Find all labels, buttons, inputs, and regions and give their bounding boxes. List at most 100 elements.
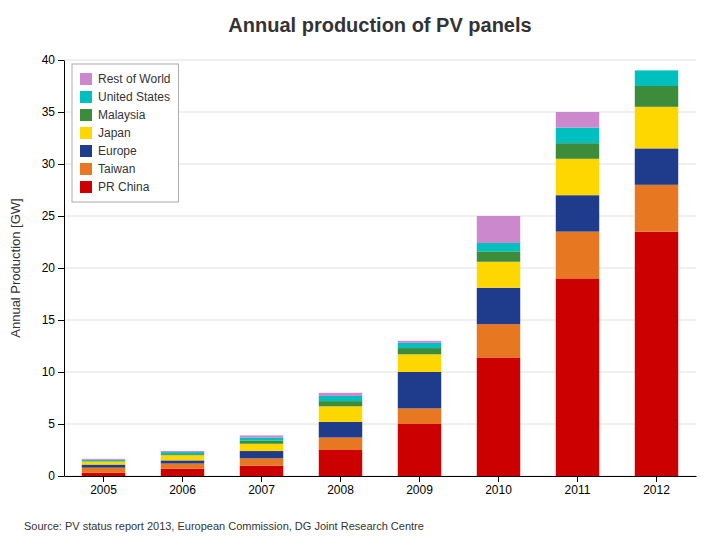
y-tick: 30	[42, 157, 64, 171]
grid	[64, 60, 696, 476]
bar	[82, 465, 125, 468]
legend: Rest of World United States Malaysia Japan E…	[72, 64, 178, 202]
legend-label: PR China	[98, 180, 150, 194]
grid-line	[64, 60, 696, 61]
bar	[556, 159, 599, 195]
bar	[477, 251, 520, 261]
tick-label: 0	[48, 469, 55, 483]
bar	[82, 473, 125, 476]
annotation: Source: PV status report 2013, European …	[24, 520, 424, 532]
y-tick: 5	[48, 417, 64, 431]
bar	[556, 112, 599, 128]
legend-item: Malaysia	[80, 108, 146, 122]
grid-line	[64, 424, 696, 425]
x-tick: 2010	[485, 476, 512, 497]
bar	[240, 438, 283, 441]
grid-line	[64, 476, 696, 477]
bar	[477, 288, 520, 324]
bar	[635, 86, 678, 107]
tick-mark	[340, 476, 341, 482]
tick-mark	[419, 476, 420, 482]
tick-label: 35	[42, 105, 56, 119]
bar	[82, 460, 125, 461]
x-tick: 2005	[90, 476, 117, 497]
legend-label: Europe	[98, 144, 137, 158]
chart: Annual production of PV panels2005200620…	[0, 0, 720, 540]
legend-swatch	[80, 145, 92, 157]
bar	[161, 455, 204, 460]
legend-item: Rest of World	[80, 72, 170, 86]
grid-line	[64, 372, 696, 373]
legend-item: United States	[80, 90, 170, 104]
y-tick: 35	[42, 105, 64, 119]
y-tick: 40	[42, 53, 64, 67]
bar	[161, 460, 204, 463]
bar	[398, 354, 441, 372]
x-tick: 2006	[169, 476, 196, 497]
axis-line	[65, 476, 697, 477]
bar	[477, 262, 520, 288]
bar	[319, 438, 362, 450]
bar	[82, 459, 125, 460]
y-tick: 25	[42, 209, 64, 223]
bar	[240, 435, 283, 437]
bar	[477, 324, 520, 357]
legend-item: PR China	[80, 180, 150, 194]
x-tick: 2012	[643, 476, 670, 497]
tick-mark	[656, 476, 657, 482]
tick-mark	[182, 476, 183, 482]
bar	[240, 444, 283, 451]
bar	[398, 348, 441, 354]
bar	[161, 452, 204, 454]
tick-label: 2008	[327, 483, 354, 497]
bar	[319, 396, 362, 401]
tick-mark	[58, 320, 64, 321]
tick-label: 2006	[169, 483, 196, 497]
bar	[82, 461, 125, 464]
bar	[635, 148, 678, 184]
legend-item: Europe	[80, 144, 137, 158]
tick-mark	[498, 476, 499, 482]
tick-mark	[58, 268, 64, 269]
legend-item: Japan	[80, 126, 131, 140]
bar	[477, 216, 520, 243]
legend-label: Japan	[98, 126, 131, 140]
x-tick: 2011	[565, 476, 591, 497]
y-tick: 20	[42, 261, 64, 275]
legend-label: Malaysia	[98, 108, 146, 122]
y-tick: 0	[48, 469, 64, 483]
bar	[398, 343, 441, 348]
bar	[319, 406, 362, 422]
tick-mark	[103, 476, 104, 482]
bar	[635, 232, 678, 476]
legend-swatch	[80, 127, 92, 139]
grid-line	[64, 216, 696, 217]
x-tick: 2007	[248, 476, 275, 497]
tick-label: 2012	[643, 483, 670, 497]
grid-line	[64, 320, 696, 321]
bar	[635, 107, 678, 149]
bar	[240, 458, 283, 465]
legend-swatch	[80, 181, 92, 193]
tick-label: 2005	[90, 483, 117, 497]
tick-mark	[58, 216, 64, 217]
legend-swatch	[80, 109, 92, 121]
x-axis: 20052006200720082009201020112012	[65, 476, 697, 497]
bar	[82, 460, 125, 462]
y-axis: 0510152025303540	[42, 53, 65, 483]
legend-item: Taiwan	[80, 162, 135, 176]
tick-mark	[58, 476, 64, 477]
tick-mark	[58, 164, 64, 165]
tick-mark	[58, 112, 64, 113]
tick-mark	[58, 424, 64, 425]
bar	[319, 393, 362, 396]
bar	[240, 441, 283, 444]
bar	[319, 450, 362, 476]
bar	[477, 357, 520, 476]
bar	[398, 424, 441, 476]
tick-mark	[577, 476, 578, 482]
tick-label: 2010	[485, 483, 512, 497]
x-tick: 2008	[327, 476, 354, 497]
bar	[319, 422, 362, 438]
grid-line	[64, 268, 696, 269]
